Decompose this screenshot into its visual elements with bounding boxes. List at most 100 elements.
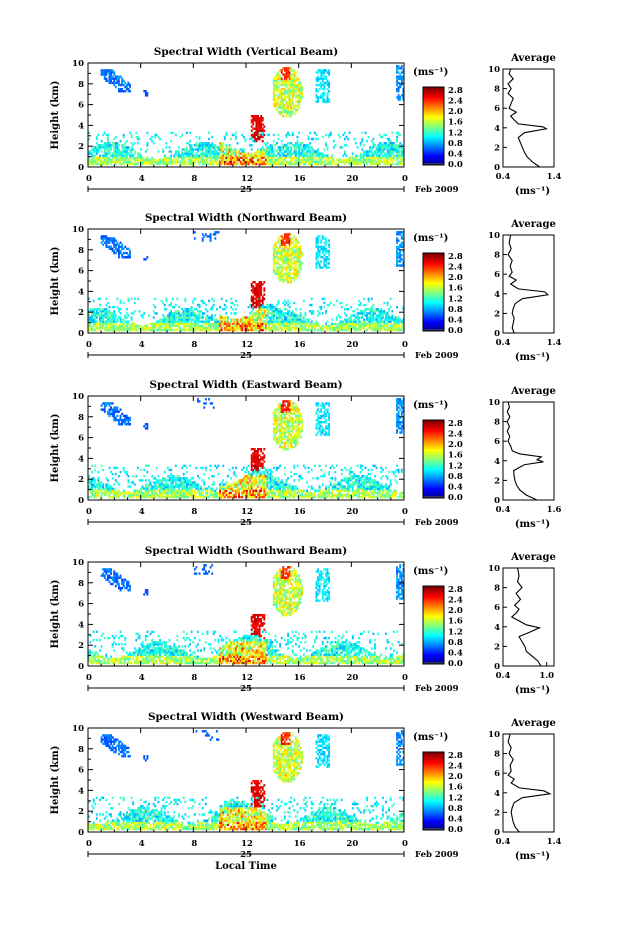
heatmap-cell (396, 77, 398, 80)
heatmap-cell (310, 150, 313, 153)
heatmap-cell (244, 320, 247, 323)
heatmap-cell (127, 420, 130, 424)
heatmap-cell (353, 318, 356, 321)
heatmap-cell (206, 154, 209, 157)
heatmap-cells (88, 65, 405, 166)
heatmap-cell (195, 135, 198, 139)
heatmap-cell (241, 148, 244, 151)
heatmap-cell (399, 245, 402, 249)
heatmap-cell (298, 247, 301, 251)
heatmap-cell (260, 281, 263, 284)
heatmap-cell (165, 491, 168, 495)
heatmap-cell (189, 310, 191, 313)
heatmap-cell (163, 491, 166, 495)
heatmap-cell (95, 158, 98, 162)
heatmap-cell (293, 301, 296, 305)
heatmap-cell (279, 154, 282, 157)
heatmap-cell (111, 249, 114, 253)
heatmap-cell (214, 324, 217, 328)
heatmap-cell (200, 328, 203, 332)
heatmap-cell (100, 162, 103, 166)
heatmap-cell (178, 320, 180, 323)
heatmap-cell (88, 131, 90, 135)
heatmap-cell (272, 152, 275, 155)
heatmap-cell (380, 322, 383, 325)
heatmap-cell (285, 239, 288, 242)
heatmap-cell (99, 318, 101, 321)
heatmap-cell (208, 146, 210, 149)
heatmap-cell (108, 491, 111, 495)
heatmap-cell (116, 406, 119, 409)
heatmap-cell (167, 314, 169, 317)
heatmap-cell (285, 135, 288, 139)
heatmap-cell (298, 272, 301, 276)
y-axis-label: Height (km) (50, 247, 61, 316)
heatmap-cell (182, 160, 185, 164)
heatmap-cell (206, 326, 209, 330)
heatmap-cell (287, 110, 289, 114)
heatmap-cell (129, 150, 131, 153)
heatmap-cell (230, 150, 233, 153)
heatmap-cell (397, 316, 400, 319)
heatmap-cell (168, 489, 171, 492)
heatmap-cell (288, 241, 291, 244)
heatmap-cell (100, 144, 103, 147)
heatmap-cell (336, 158, 338, 162)
heatmap-cell (328, 258, 331, 261)
heatmap-cell (108, 495, 111, 499)
heatmap-cell (181, 308, 184, 311)
heatmap-cell (135, 131, 138, 135)
heatmap-cell (214, 326, 217, 330)
heatmap-cell (377, 150, 380, 153)
heatmap-cell (276, 98, 278, 101)
heatmap-cell (277, 262, 280, 265)
heatmap-cell (154, 477, 157, 480)
heatmap-cell (279, 69, 282, 72)
heatmap-cell (307, 146, 310, 149)
heatmap-cell (325, 322, 327, 325)
heatmap-cell (381, 310, 384, 313)
heatmap-cell (343, 326, 346, 330)
heatmap-cell (285, 322, 288, 325)
heatmap-cell (400, 237, 403, 240)
colorbar-segment (423, 317, 444, 320)
heatmap-cell (176, 150, 179, 153)
heatmap-cell (276, 108, 278, 112)
heatmap-cell (124, 326, 127, 330)
heatmap-cell (261, 320, 264, 323)
heatmap-cell (133, 152, 136, 155)
heatmap-cell (162, 485, 165, 488)
heatmap-cell (318, 83, 321, 87)
heatmap-cell (113, 489, 116, 492)
heatmap-cell (318, 253, 321, 257)
heatmap-cell (296, 253, 299, 257)
heatmap-cell (116, 75, 119, 78)
heatmap-cell (294, 264, 297, 267)
heatmap-cell (100, 237, 103, 240)
heatmap-cell (230, 137, 233, 141)
heatmap-cell (402, 264, 405, 267)
heatmap-cell (268, 154, 270, 157)
heatmap-cell (294, 108, 297, 112)
heatmap-cell (260, 115, 263, 118)
heatmap-cell (234, 299, 237, 303)
heatmap-cell (149, 489, 152, 492)
heatmap-cell (197, 146, 199, 149)
heatmap-cell (258, 125, 261, 128)
heatmap-cell (106, 491, 109, 495)
heatmap-cell (179, 162, 182, 166)
heatmap-cell (280, 266, 283, 269)
heatmap-cell (154, 485, 157, 488)
heatmap-cell (138, 137, 141, 141)
heatmap-cell (122, 468, 125, 472)
heatmap-cell (138, 479, 141, 482)
heatmap-cell (366, 139, 368, 143)
heatmap-cell (144, 464, 147, 468)
heatmap-cell (105, 328, 108, 332)
heatmap-cell (152, 489, 155, 492)
heatmap-cell (121, 412, 124, 416)
heatmap-cell (103, 142, 106, 145)
heatmap-cell (345, 154, 348, 157)
heatmap-cell (296, 92, 299, 95)
heatmap-cell (320, 154, 323, 157)
